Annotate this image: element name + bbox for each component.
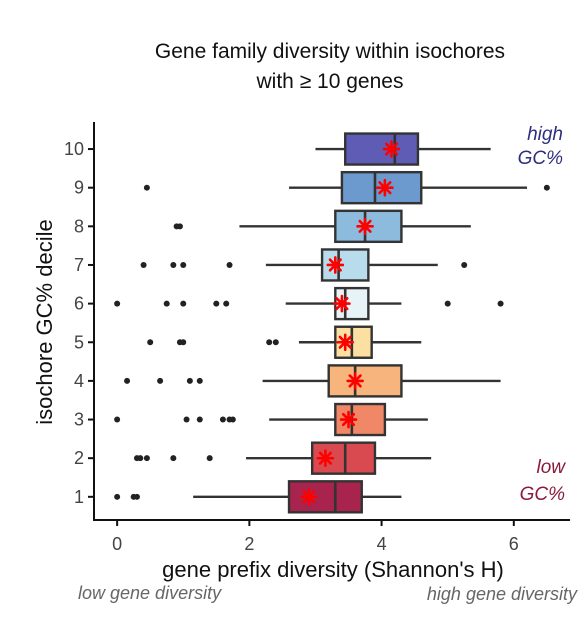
y-axis-label: isochore GC% decile: [32, 219, 57, 424]
mean-marker: [356, 217, 374, 236]
outlier-point: [140, 261, 147, 268]
mean-marker: [339, 410, 358, 429]
outlier-point: [170, 261, 177, 268]
plot-area: [114, 132, 550, 514]
outlier-point: [176, 223, 183, 230]
mean-marker-stroke: [341, 412, 356, 427]
high-diversity-annotation: high gene diversity: [427, 584, 578, 604]
mean-marker: [300, 488, 318, 506]
x-axis-label: gene prefix diversity (Shannon's H): [162, 557, 504, 582]
outlier-point: [163, 300, 170, 307]
outlier-point: [223, 300, 230, 307]
box-group-decile-5: [147, 325, 422, 359]
outlier-point: [133, 493, 140, 500]
mean-marker-stroke: [338, 335, 352, 349]
mean-marker: [382, 140, 401, 158]
outlier-point: [213, 300, 220, 307]
outlier-point: [266, 339, 273, 346]
outlier-point: [497, 300, 504, 307]
box-group-decile-2: [133, 441, 432, 475]
iqr-box: [287, 480, 363, 514]
box-group-decile-3: [114, 402, 428, 437]
y-tick-label: 2: [74, 448, 84, 468]
outlier-point: [461, 261, 468, 268]
outlier-point: [229, 416, 236, 423]
y-tick-label: 3: [74, 410, 84, 430]
mean-marker-stroke: [384, 142, 399, 156]
outlier-point: [186, 377, 193, 384]
mean-marker-stroke: [358, 219, 372, 233]
outlier-point: [170, 455, 177, 462]
x-tick-label: 6: [509, 534, 519, 554]
outlier-point: [137, 455, 144, 462]
outlier-point: [272, 339, 279, 346]
outlier-point: [226, 261, 233, 268]
outlier-point: [124, 377, 131, 384]
y-tick-label: 8: [74, 216, 84, 236]
mean-marker: [333, 294, 351, 313]
outlier-point: [206, 455, 213, 462]
outlier-point: [196, 377, 203, 384]
chart-title-line-1: Gene family diversity within isochores: [155, 40, 505, 63]
outlier-point: [157, 377, 164, 384]
x-ticks: 0 2 4 6: [112, 520, 519, 554]
x-tick-label: 2: [244, 534, 254, 554]
high-gc-label-line-1: high: [527, 124, 563, 145]
low-gc-label-line-1: low: [536, 457, 566, 478]
mean-marker-stroke: [328, 258, 342, 272]
y-tick-label: 9: [74, 178, 84, 198]
outlier-point: [180, 339, 187, 346]
mean-marker-stroke: [302, 490, 316, 504]
y-tick-label: 4: [74, 371, 84, 391]
box-group-decile-9: [143, 170, 550, 205]
y-tick-label: 5: [74, 332, 84, 352]
box-group-decile-1: [114, 480, 402, 514]
y-tick-label: 7: [74, 255, 84, 275]
low-gc-label-line-2: GC%: [520, 484, 566, 505]
mean-marker-stroke: [348, 374, 362, 388]
outlier-point: [196, 416, 203, 423]
outlier-point: [143, 455, 150, 462]
outlier-point: [114, 493, 121, 500]
y-ticks: 1 2 3 4 5 6 7 8 9 10: [64, 139, 94, 507]
iqr-box: [327, 364, 403, 398]
mean-marker-stroke: [335, 297, 349, 311]
y-tick-label: 10: [64, 139, 84, 159]
outlier-point: [444, 300, 451, 307]
outlier-point: [180, 261, 187, 268]
outlier-point: [114, 300, 121, 307]
outlier-point: [219, 416, 226, 423]
mean-marker-stroke: [378, 181, 392, 195]
mean-marker: [346, 372, 364, 390]
box-group-decile-7: [140, 248, 468, 282]
mean-marker-stroke: [318, 451, 332, 465]
box-group-decile-8: [173, 209, 471, 244]
outlier-point: [180, 300, 187, 307]
box-group-decile-4: [124, 364, 501, 398]
outlier-point: [543, 184, 550, 191]
chart-title-line-2: with ≥ 10 genes: [256, 70, 404, 93]
iqr-box: [340, 170, 423, 205]
box-group-decile-6: [114, 286, 504, 321]
outlier-point: [183, 416, 190, 423]
low-diversity-annotation: low gene diversity: [78, 583, 222, 603]
mean-marker: [336, 333, 355, 352]
mean-marker: [316, 449, 335, 467]
y-tick-label: 1: [74, 487, 84, 507]
mean-marker: [326, 256, 345, 274]
x-tick-label: 0: [112, 534, 122, 554]
outlier-point: [143, 184, 150, 191]
outlier-point: [114, 416, 121, 423]
outlier-point: [147, 339, 154, 346]
iqr-box: [344, 132, 420, 166]
box-group-decile-10: [315, 132, 491, 166]
mean-marker: [376, 178, 394, 197]
y-tick-label: 6: [74, 294, 84, 314]
high-gc-label-line-2: GC%: [518, 148, 564, 169]
x-tick-label: 4: [377, 534, 387, 554]
